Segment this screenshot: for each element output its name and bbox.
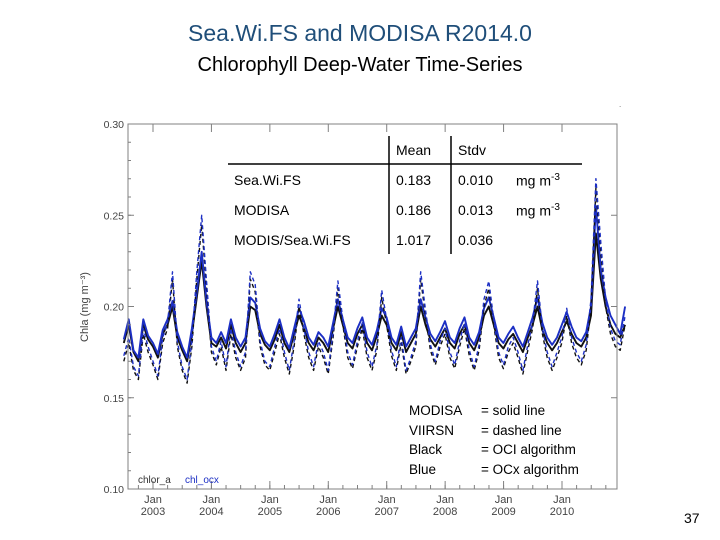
stats-row-label: MODISA (234, 202, 290, 218)
legend-key: Blue (409, 461, 437, 477)
stats-row-mean: 0.183 (396, 172, 432, 188)
stats-row-stdv: 0.036 (458, 232, 494, 248)
inner-label-chlor-a: chlor_a (138, 475, 171, 486)
inner-label-chl-ocx: chl_ocx (185, 475, 219, 486)
x-tick-label-year: 2004 (199, 506, 223, 518)
legend-key: MODISA (409, 403, 463, 418)
stats-row-mean: 1.017 (396, 232, 432, 248)
y-tick-label: 0.15 (104, 393, 125, 405)
x-tick-label-month: Jan (319, 494, 337, 506)
stats-row-label: Sea.Wi.FS (234, 172, 301, 188)
y-tick-label: 0.30 (104, 119, 125, 131)
x-tick-label-month: Jan (203, 494, 221, 506)
legend-key: Black (409, 442, 443, 457)
x-tick-label-month: Jan (495, 494, 513, 506)
x-tick-label-month: Jan (144, 494, 162, 506)
stats-row-stdv: 0.010 (458, 172, 494, 188)
x-tick-label-year: 2006 (316, 506, 340, 518)
slide-subtitle: Chlorophyll Deep-Water Time-Series (197, 54, 523, 76)
legend-value: = OCI algorithm (481, 442, 576, 457)
series-line (123, 177, 626, 381)
x-tick-label-year: 2007 (374, 506, 398, 518)
x-tick-label-year: 2003 (141, 506, 165, 518)
legend-value: = solid line (481, 403, 546, 418)
stats-row-label: MODIS/Sea.Wi.FS (234, 232, 351, 248)
x-tick-label-year: 2009 (491, 506, 515, 518)
slide-title: Sea.Wi.FS and MODISA R2014.0 (188, 20, 532, 46)
legend-value: = dashed line (481, 422, 562, 438)
series-line (123, 187, 626, 384)
stats-row-stdv: 0.013 (458, 202, 494, 218)
x-tick-label-year: 2008 (433, 506, 457, 518)
stats-header-mean: Mean (396, 142, 432, 158)
x-tick-label-month: Jan (378, 494, 396, 506)
y-tick-label: 0.25 (104, 210, 125, 222)
stats-row-unit: mg m-3 (516, 172, 560, 189)
legend-key: VIIRSN (409, 422, 455, 438)
legend-value: = OCx algorithm (481, 461, 579, 477)
x-tick-label-year: 2005 (258, 506, 282, 518)
stats-header-stdv: Stdv (458, 142, 487, 158)
corner-dot: . (619, 100, 622, 109)
y-axis-label: Chla (mg m⁻³) (79, 272, 91, 342)
stats-row-unit: mg m-3 (516, 202, 560, 219)
stats-row-mean: 0.186 (396, 202, 432, 218)
page-number: 37 (684, 510, 700, 526)
y-tick-label: 0.20 (104, 302, 125, 314)
x-tick-label-year: 2010 (550, 506, 574, 518)
x-tick-label-month: Jan (553, 494, 571, 506)
x-tick-label-month: Jan (261, 494, 279, 506)
x-tick-label-month: Jan (436, 494, 454, 506)
y-tick-label: 0.10 (104, 484, 125, 496)
